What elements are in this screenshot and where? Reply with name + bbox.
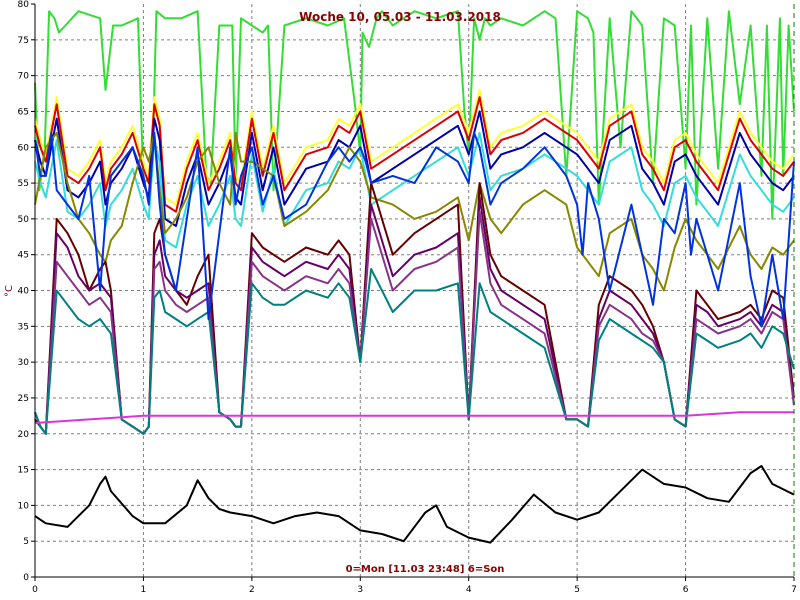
y-tick-label: 10 (18, 501, 30, 511)
x-tick-label: 7 (791, 585, 797, 595)
y-axis-label: °C (4, 285, 15, 297)
y-axis-ticks: 0 5 10 15 20 25 30 35 40 45 50 55 60 65 70 75 80 (18, 0, 35, 583)
chart-title: Woche 10, 05.03 - 11.03.2018 (299, 10, 501, 24)
series-line-12 (34, 411, 794, 424)
y-tick-label: 0 (23, 573, 29, 583)
series-line-11 (34, 131, 795, 328)
x-tick-label: 1 (141, 585, 147, 595)
x-tick-label: 0 (32, 585, 38, 595)
series-lines (34, 10, 795, 544)
x-tick-label: 2 (249, 585, 255, 595)
series-line-5 (34, 131, 795, 249)
x-axis-label: 0=Mon [11.03 23:48] 6=Son (346, 564, 505, 575)
x-tick-label: 6 (683, 585, 689, 595)
y-tick-label: 65 (18, 107, 29, 117)
x-axis-ticks: 0 1 2 3 4 5 6 7 (32, 577, 797, 595)
y-tick-label: 75 (18, 36, 29, 46)
x-tick-label: 3 (357, 585, 363, 595)
series-line-3 (34, 96, 795, 213)
y-tick-label: 5 (23, 537, 29, 547)
y-tick-label: 15 (18, 466, 29, 476)
y-tick-label: 40 (18, 287, 30, 297)
y-tick-label: 60 (18, 143, 30, 153)
series-line-13 (34, 465, 795, 544)
y-tick-label: 80 (18, 0, 30, 10)
series-line-10 (34, 268, 795, 435)
series-line-6 (34, 131, 795, 292)
y-tick-label: 50 (18, 215, 30, 225)
x-tick-label: 5 (574, 585, 580, 595)
y-tick-label: 25 (18, 394, 29, 404)
y-tick-label: 20 (18, 430, 30, 440)
series-line-2 (34, 88, 795, 206)
y-tick-label: 55 (18, 179, 29, 189)
y-tick-label: 45 (18, 251, 29, 261)
y-tick-label: 35 (18, 322, 29, 332)
y-tick-label: 30 (18, 358, 30, 368)
y-tick-label: 70 (18, 72, 30, 82)
series-line-1 (34, 10, 795, 220)
x-tick-label: 4 (466, 585, 472, 595)
series-line-9 (34, 210, 795, 435)
